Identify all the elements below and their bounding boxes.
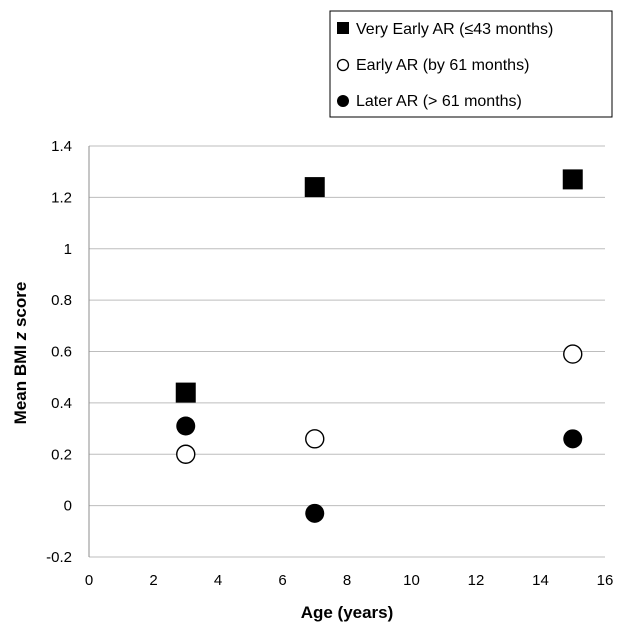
y-tick-labels: -0.2 0 0.2 0.4 0.6 0.8 1 1.2 1.4	[46, 138, 72, 566]
y-tick-label: 1	[64, 241, 72, 258]
x-axis-title: Age (years)	[301, 603, 394, 622]
y-tick-label: 0.4	[51, 395, 72, 412]
point-early-ar	[563, 344, 583, 364]
y-tick-label: 0.8	[51, 292, 72, 309]
legend-label-very-early: Very Early AR (≤43 months)	[356, 21, 553, 38]
x-tick-label: 16	[597, 572, 614, 589]
x-tick-labels: 0 2 4 6 8 10 12 14 16	[85, 572, 614, 589]
y-tick-label: 1.4	[51, 138, 72, 155]
legend-marker-open-circle	[336, 58, 350, 72]
point-very-early-ar	[562, 169, 583, 190]
legend-marker-filled-square	[337, 22, 349, 34]
y-axis-title-end: score	[11, 282, 30, 332]
x-tick-label: 14	[532, 572, 549, 589]
x-tick-label: 12	[468, 572, 485, 589]
x-tick-label: 0	[85, 572, 93, 589]
data-points	[175, 169, 583, 523]
legend-marker-filled-circle	[337, 95, 349, 107]
legend-box	[329, 10, 613, 118]
point-later-ar	[176, 416, 196, 436]
y-tick-label: -0.2	[46, 549, 72, 566]
gridlines	[89, 145, 605, 558]
legend-label-later: Later AR (> 61 months)	[356, 93, 522, 110]
point-later-ar	[563, 429, 583, 449]
y-axis-title-main: Mean BMI	[11, 340, 30, 424]
legend: Very Early AR (≤43 months) Early AR (by …	[329, 10, 613, 118]
x-tick-label: 4	[214, 572, 222, 589]
point-very-early-ar	[304, 177, 325, 198]
legend-item-early: Early AR (by 61 months)	[336, 57, 529, 74]
y-tick-label: 1.2	[51, 189, 72, 206]
legend-item-later: Later AR (> 61 months)	[337, 93, 522, 110]
point-very-early-ar	[175, 382, 196, 403]
x-tick-label: 2	[149, 572, 157, 589]
legend-label-early: Early AR (by 61 months)	[356, 57, 529, 74]
x-tick-label: 10	[403, 572, 420, 589]
x-tick-label: 6	[278, 572, 286, 589]
y-tick-label: 0	[64, 498, 72, 515]
y-tick-label: 0.2	[51, 446, 72, 463]
point-later-ar	[305, 503, 325, 523]
y-axis-title-italic: z	[11, 331, 30, 341]
legend-item-very-early: Very Early AR (≤43 months)	[337, 21, 553, 38]
y-tick-label: 0.6	[51, 344, 72, 361]
y-axis-title: Mean BMI z score	[11, 282, 30, 425]
point-early-ar	[176, 444, 196, 464]
x-tick-label: 8	[343, 572, 351, 589]
point-early-ar	[305, 429, 325, 449]
